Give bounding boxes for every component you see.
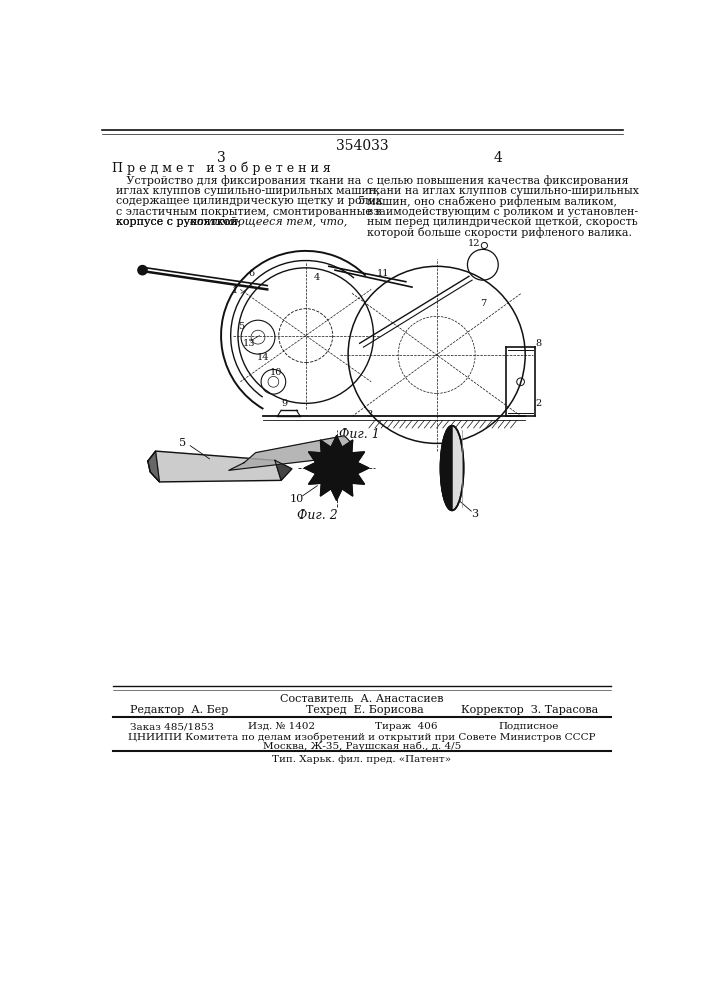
Circle shape: [138, 266, 147, 275]
Text: 3: 3: [216, 151, 226, 165]
Text: 2: 2: [535, 399, 542, 408]
Text: Заказ 485/1853: Заказ 485/1853: [130, 722, 214, 731]
Text: с эластичным покрытием, смонтированные в: с эластичным покрытием, смонтированные в: [115, 207, 381, 217]
Text: Фиг. 2: Фиг. 2: [297, 509, 338, 522]
Text: отличающееся тем, что,: отличающееся тем, что,: [190, 217, 348, 227]
Text: с целью повышения качества фиксирования: с целью повышения качества фиксирования: [368, 175, 629, 186]
Text: 11: 11: [377, 269, 389, 278]
Text: 8: 8: [535, 339, 542, 348]
Text: 354033: 354033: [336, 139, 388, 153]
Text: иглах клуппов сушильно-ширильных машин,: иглах клуппов сушильно-ширильных машин,: [115, 186, 379, 196]
Text: Корректор  З. Тарасова: Корректор З. Тарасова: [461, 705, 599, 715]
Text: содержащее цилиндрическую щетку и ролик: содержащее цилиндрическую щетку и ролик: [115, 196, 382, 206]
Text: Тип. Харьк. фил. пред. «Патент»: Тип. Харьк. фил. пред. «Патент»: [272, 755, 452, 764]
Polygon shape: [440, 426, 452, 510]
Text: 1: 1: [232, 286, 238, 295]
Text: Изд. № 1402: Изд. № 1402: [248, 722, 315, 731]
Text: 14: 14: [257, 353, 269, 362]
Text: 12: 12: [467, 239, 480, 248]
Text: 3: 3: [366, 410, 372, 419]
Text: Подписное: Подписное: [498, 722, 559, 731]
Text: 3: 3: [472, 509, 479, 519]
Polygon shape: [148, 451, 286, 482]
Text: машин, оно снабжено рифленым валиком,: машин, оно снабжено рифленым валиком,: [368, 196, 617, 207]
Polygon shape: [148, 451, 160, 482]
Polygon shape: [452, 426, 464, 510]
Text: ным перед цилиндрической щеткой, скорость: ным перед цилиндрической щеткой, скорост…: [368, 217, 638, 227]
Text: Тираж  406: Тираж 406: [375, 722, 438, 731]
Text: взаимодействующим с роликом и установлен-: взаимодействующим с роликом и установлен…: [368, 207, 638, 217]
Text: 5: 5: [238, 322, 244, 331]
Polygon shape: [229, 436, 352, 470]
Polygon shape: [275, 460, 292, 480]
Text: которой больше скорости рифленого валика.: которой больше скорости рифленого валика…: [368, 227, 632, 238]
Text: 10: 10: [270, 368, 283, 377]
Text: корпусе с рукояткой,: корпусе с рукояткой,: [115, 217, 244, 227]
Text: 4: 4: [314, 273, 320, 282]
Text: ткани на иглах клуппов сушильно-ширильных: ткани на иглах клуппов сушильно-ширильны…: [368, 186, 639, 196]
Text: 10: 10: [289, 494, 303, 504]
Text: Москва, Ж-35, Раушская наб., д. 4/5: Москва, Ж-35, Раушская наб., д. 4/5: [263, 741, 461, 751]
Text: ЦНИИПИ Комитета по делам изобретений и открытий при Совете Министров СССР: ЦНИИПИ Комитета по делам изобретений и о…: [128, 732, 596, 742]
Text: 5: 5: [179, 438, 186, 448]
Text: П р е д м е т   и з о б р е т е н и я: П р е д м е т и з о б р е т е н и я: [112, 162, 330, 175]
Text: Редактор  А. Бер: Редактор А. Бер: [130, 705, 228, 715]
Polygon shape: [304, 436, 369, 500]
Text: Фиг. 1: Фиг. 1: [339, 428, 380, 441]
Text: 6: 6: [249, 269, 255, 278]
Text: 4: 4: [493, 151, 503, 165]
Text: Техред  Е. Борисова: Техред Е. Борисова: [305, 705, 423, 715]
Text: Составитель  А. Анастасиев: Составитель А. Анастасиев: [280, 694, 444, 704]
Text: корпусе с рукояткой,: корпусе с рукояткой,: [115, 217, 244, 227]
Text: 7: 7: [480, 299, 486, 308]
Text: 13: 13: [243, 339, 255, 348]
Text: 5: 5: [358, 196, 365, 206]
Text: Устройство для фиксирования ткани на: Устройство для фиксирования ткани на: [115, 175, 361, 186]
Text: 9: 9: [281, 399, 287, 408]
